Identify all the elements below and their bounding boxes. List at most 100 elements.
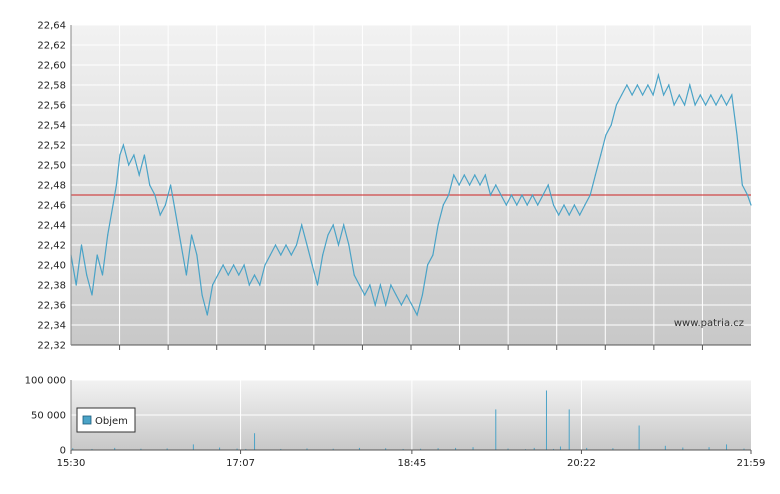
price-point (463, 174, 465, 176)
price-point (122, 144, 124, 146)
price-point (212, 284, 214, 286)
volume-y-tick-label: 50 000 (31, 411, 66, 422)
price-point (750, 204, 752, 206)
price-point (264, 264, 266, 266)
price-point (248, 284, 250, 286)
price-point (558, 214, 560, 216)
price-point (201, 294, 203, 296)
price-point (364, 294, 366, 296)
volume-series (72, 390, 745, 450)
price-point (390, 284, 392, 286)
price-point (584, 204, 586, 206)
price-y-tick-label: 22,40 (37, 261, 66, 272)
price-point (306, 244, 308, 246)
price-point (521, 194, 523, 196)
price-point (725, 104, 728, 106)
price-point (170, 184, 172, 186)
price-point (442, 204, 444, 206)
price-point (479, 184, 481, 186)
price-point (222, 264, 224, 266)
price-point (579, 214, 581, 216)
price-point (238, 274, 240, 276)
price-point (610, 124, 612, 126)
price-point (164, 204, 166, 206)
price-point (196, 254, 198, 256)
price-point (385, 304, 387, 306)
price-y-tick-label: 22,56 (37, 101, 66, 112)
price-y-tick-label: 22,64 (37, 21, 66, 32)
price-y-tick-label: 22,46 (37, 201, 66, 212)
price-point (589, 194, 591, 196)
price-point (678, 94, 680, 96)
price-point (175, 214, 177, 216)
price-y-tick-label: 22,50 (37, 161, 66, 172)
price-y-tick-label: 22,48 (37, 181, 66, 192)
price-point (600, 154, 602, 156)
price-point (657, 74, 660, 76)
price-point (185, 274, 187, 276)
price-point (715, 104, 717, 106)
price-point (227, 274, 229, 276)
price-point (505, 204, 507, 206)
price-point (516, 204, 518, 206)
price-point (537, 204, 539, 206)
price-point (427, 264, 429, 266)
price-point (663, 94, 665, 96)
price-y-tick-label: 22,58 (37, 81, 66, 92)
x-tick-label: 20:22 (567, 458, 596, 469)
price-point (75, 284, 77, 286)
price-point (432, 254, 434, 256)
price-y-tick-label: 22,34 (37, 321, 66, 332)
price-y-tick-label: 22,60 (37, 61, 66, 72)
tick-label-layer: 22,32 22,34 22,36 22,38 22,40 22,42 22,44 22,46… (25, 21, 766, 470)
price-point (149, 184, 151, 186)
price-point (400, 304, 402, 306)
price-point (495, 184, 497, 186)
price-point (96, 254, 98, 256)
price-point (332, 224, 334, 226)
price-point (642, 94, 644, 96)
price-point (301, 224, 303, 226)
price-point (552, 204, 555, 206)
price-point (563, 204, 565, 206)
price-point (253, 274, 256, 276)
price-point (458, 184, 460, 186)
price-point (684, 104, 686, 106)
volume-legend: Objem (76, 407, 136, 433)
price-point (689, 84, 691, 86)
price-point (133, 154, 135, 156)
price-point (411, 304, 413, 306)
price-point (636, 84, 639, 86)
price-point (673, 104, 675, 106)
price-point (180, 244, 182, 246)
price-point (243, 264, 245, 266)
price-point (652, 94, 654, 96)
price-point (421, 294, 423, 296)
price-point (374, 304, 376, 306)
price-point (322, 254, 324, 256)
price-point (395, 294, 397, 296)
price-point (621, 94, 623, 96)
price-point (484, 174, 486, 176)
price-y-tick-label: 22,54 (37, 121, 66, 132)
price-point (206, 314, 208, 316)
price-y-tick-label: 22,62 (37, 41, 66, 52)
price-point (626, 84, 628, 86)
price-point (510, 194, 513, 196)
price-point (699, 94, 701, 96)
price-point (191, 234, 193, 236)
price-point (269, 254, 271, 256)
price-point (128, 164, 130, 166)
price-point (705, 104, 707, 106)
price-point (615, 104, 618, 106)
price-point (358, 284, 360, 286)
price-point (327, 234, 329, 236)
price-point (159, 214, 161, 216)
price-point (348, 244, 350, 246)
price-point (526, 204, 528, 206)
price-point (746, 194, 749, 196)
volume-y-tick-label: 0 (60, 446, 66, 457)
price-point (379, 284, 381, 286)
x-tick-label: 17:07 (226, 458, 255, 469)
